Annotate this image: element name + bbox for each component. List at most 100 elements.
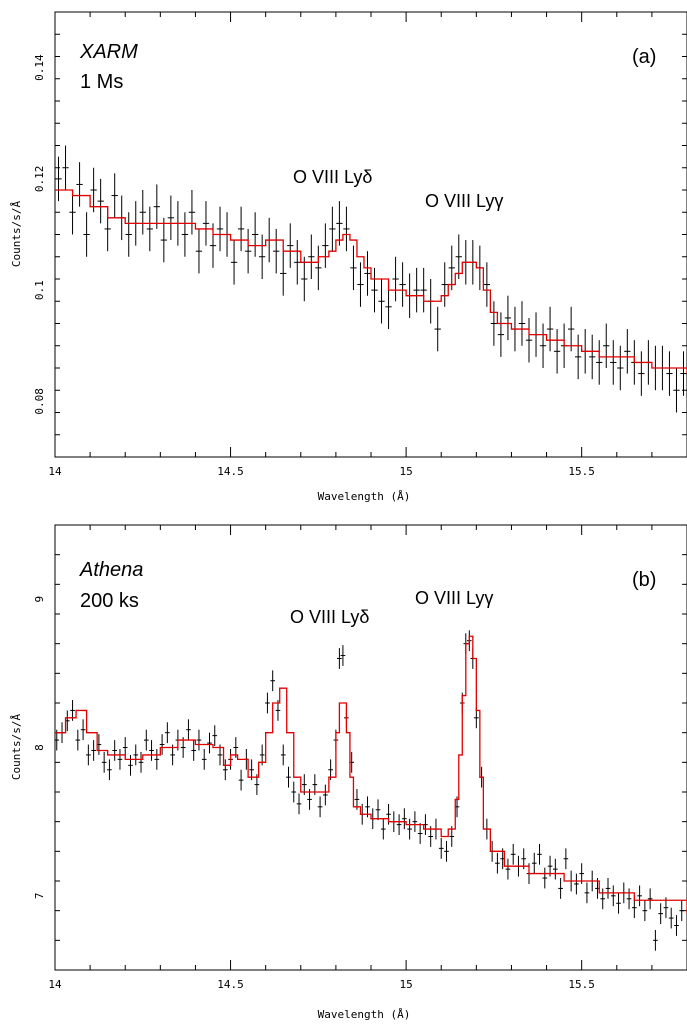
x-axis-label: Wavelength (Å)	[318, 490, 411, 503]
data-point	[273, 228, 280, 274]
data-point	[97, 178, 104, 224]
data-point	[637, 885, 642, 907]
data-point	[658, 903, 663, 925]
data-point	[238, 769, 244, 791]
data-point	[553, 329, 561, 374]
data-point	[111, 173, 118, 218]
data-point	[624, 329, 631, 374]
y-ticks: 0.08 0.1 0.12 0.14	[33, 11, 687, 458]
data-point	[396, 814, 402, 836]
data-point	[497, 312, 505, 357]
data-point	[258, 234, 266, 279]
data-point	[600, 888, 606, 910]
data-point	[567, 306, 575, 352]
data-point	[294, 240, 301, 285]
data-point	[62, 145, 69, 190]
data-point	[653, 929, 658, 951]
data-point	[133, 744, 139, 766]
data-point	[531, 852, 537, 874]
data-point	[340, 645, 346, 666]
data-point	[610, 340, 617, 385]
y-axis-label: Counts/s/Å	[10, 201, 23, 268]
data-point	[75, 729, 81, 751]
data-point	[154, 748, 160, 770]
data-point	[146, 206, 153, 252]
data-point	[76, 162, 83, 207]
model-curve	[55, 189, 687, 374]
data-point	[504, 295, 512, 341]
data-point	[237, 206, 245, 252]
data-point	[308, 234, 315, 279]
x-tick-label: 15	[399, 465, 412, 478]
data-point	[668, 907, 674, 929]
data-point	[230, 240, 238, 285]
data-point	[589, 334, 596, 380]
x-tick-label: 15.5	[568, 465, 595, 478]
data-point	[296, 793, 302, 815]
panel-label: (b)	[632, 569, 656, 591]
data-point	[101, 751, 107, 773]
data-point	[159, 734, 165, 755]
data-point	[674, 915, 679, 936]
data-point	[280, 251, 287, 296]
data-point	[357, 262, 364, 307]
data-point	[139, 190, 146, 235]
data-point	[413, 267, 420, 313]
x-ticks: 14 14.5 15 15.5	[48, 12, 687, 478]
y-tick-label: 9	[33, 596, 46, 603]
data-point	[510, 843, 516, 865]
data-point	[188, 190, 196, 235]
x-axis-label: Wavelength (Å)	[318, 1008, 411, 1021]
data-point	[574, 334, 582, 380]
y-tick-label: 0.1	[33, 280, 46, 300]
data-point	[679, 900, 685, 922]
data-point	[181, 212, 189, 257]
data-point	[315, 245, 322, 291]
data-point	[83, 212, 90, 257]
data-point	[638, 351, 645, 396]
data-point	[616, 892, 621, 914]
data-point	[287, 223, 294, 268]
data-point	[167, 195, 175, 241]
y-tick-label: 0.12	[33, 166, 46, 193]
data-points	[55, 145, 687, 413]
line-label-ly-gamma: O VIII Lyγ	[425, 191, 503, 211]
exposure-label: 1 Ms	[80, 71, 123, 93]
data-point	[301, 256, 308, 302]
data-point	[165, 722, 170, 744]
data-point	[483, 262, 491, 307]
data-point	[212, 725, 218, 747]
data-point	[412, 811, 418, 833]
data-point	[546, 306, 554, 352]
data-point	[90, 167, 97, 213]
data-point	[584, 882, 590, 904]
data-point	[128, 754, 133, 776]
data-point	[378, 279, 385, 324]
data-point	[371, 267, 378, 313]
data-point	[350, 245, 357, 291]
data-point	[380, 818, 386, 840]
data-point	[336, 201, 343, 246]
data-point	[112, 740, 118, 761]
x-tick-label: 15.5	[568, 978, 595, 991]
data-point	[186, 719, 191, 741]
y-tick-label: 0.14	[33, 54, 46, 81]
data-point	[673, 368, 680, 413]
data-point	[80, 719, 86, 741]
data-point	[642, 900, 648, 922]
data-point	[399, 262, 406, 307]
line-label-ly-gamma: O VIII Lyγ	[415, 588, 493, 608]
data-point	[149, 740, 154, 761]
data-point	[647, 888, 653, 910]
data-point	[216, 206, 224, 252]
model-step-line	[55, 635, 687, 914]
data-point	[153, 184, 160, 229]
data-point	[222, 759, 228, 781]
data-point	[434, 306, 441, 352]
data-point	[196, 729, 202, 751]
data-point	[455, 234, 462, 279]
data-point	[143, 729, 149, 751]
x-tick-label: 14.5	[217, 465, 244, 478]
y-tick-label: 0.08	[33, 388, 46, 415]
data-point	[495, 852, 500, 874]
